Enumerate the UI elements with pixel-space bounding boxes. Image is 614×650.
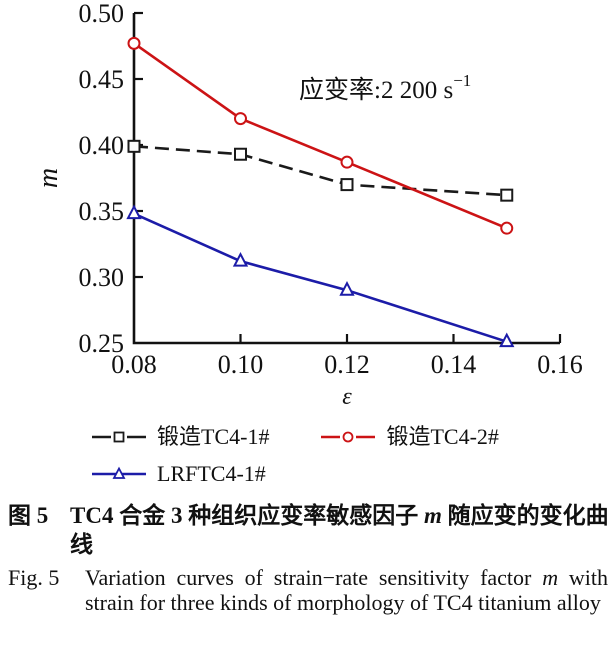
series-line bbox=[133, 42, 508, 230]
data-point-circle-marker bbox=[127, 36, 141, 50]
y-tick-label: 0.45 bbox=[79, 65, 125, 94]
figure-number-en: Fig. 5 bbox=[8, 565, 60, 590]
legend-item-forged-tc4-1: 锻造TC4-1# bbox=[92, 422, 269, 452]
series-line bbox=[133, 145, 507, 197]
legend-item-forged-tc4-2: 锻造TC4-2# bbox=[321, 422, 499, 452]
data-point-triangle-marker bbox=[339, 281, 355, 296]
legend-label: LRFTC4-1# bbox=[157, 461, 266, 486]
m-symbol: m bbox=[423, 503, 442, 528]
legend-row-2: LRFTC4-1# bbox=[92, 459, 614, 489]
data-point-square-marker bbox=[127, 139, 141, 153]
legend-item-lrftc4-1: LRFTC4-1# bbox=[92, 459, 266, 489]
data-point-triangle-marker bbox=[232, 251, 249, 267]
legend-triangle-marker bbox=[112, 466, 126, 479]
caption-chinese: 图 5 TC4 合金 3 种组织应变率敏感因子 m 随应变的变化曲线 bbox=[0, 501, 614, 559]
caption-text-en: Variation curves of strain−rate sensitiv… bbox=[85, 565, 608, 615]
series-line bbox=[133, 212, 508, 343]
data-point-circle-marker bbox=[500, 221, 514, 235]
legend-swatch-square-icon bbox=[92, 431, 146, 443]
line-chart: 0.25 0.30 0.35 0.40 0.45 0.50 0.08 0.10 0.12 0.14… bbox=[33, 0, 583, 410]
caption-cn-part1: TC4 合金 3 种组织应变率敏感因子 bbox=[70, 503, 424, 528]
m-symbol: m bbox=[542, 565, 559, 590]
legend-swatch-triangle-icon bbox=[92, 466, 146, 479]
x-tick-label: 0.08 bbox=[111, 350, 157, 379]
y-tick-label: 0.25 bbox=[79, 329, 125, 358]
x-tick-label: 0.12 bbox=[324, 350, 370, 379]
caption-text-cn: TC4 合金 3 种组织应变率敏感因子 m 随应变的变化曲线 bbox=[70, 503, 609, 557]
data-point-circle-marker bbox=[340, 155, 354, 169]
legend-circle-marker bbox=[343, 431, 354, 443]
data-point-square-marker bbox=[234, 147, 247, 161]
x-tick-label: 0.10 bbox=[218, 350, 264, 379]
y-axis-label: m bbox=[33, 168, 64, 188]
data-point-square-marker bbox=[500, 188, 514, 202]
caption-en-part1: Variation curves of strain−rate sensitiv… bbox=[85, 565, 543, 590]
y-tick-label: 0.40 bbox=[79, 131, 125, 160]
legend-square-marker bbox=[113, 431, 125, 443]
axes bbox=[132, 13, 560, 345]
legend-row-1: 锻造TC4-1# 锻造TC4-2# bbox=[92, 422, 614, 452]
caption-en-part2: with strain for three kinds of morpholog… bbox=[85, 565, 608, 615]
legend-label: 锻造TC4-2# bbox=[386, 424, 499, 449]
y-tick-label: 0.50 bbox=[79, 0, 125, 28]
data-point-triangle-marker bbox=[126, 204, 142, 220]
legend-label: 锻造TC4-1# bbox=[157, 424, 270, 449]
data-point-triangle-marker bbox=[499, 332, 515, 348]
y-tick-label: 0.30 bbox=[79, 263, 125, 292]
x-tick-label: 0.14 bbox=[431, 350, 477, 379]
y-tick-label: 0.35 bbox=[79, 197, 125, 226]
chart-legend: 锻造TC4-1# 锻造TC4-2# LRFTC4-1# bbox=[0, 422, 614, 489]
data-point-square-marker bbox=[340, 178, 354, 192]
figure-number-cn: 图 5 bbox=[8, 503, 49, 528]
data-point-circle-marker bbox=[234, 112, 247, 126]
x-axis-label: ε bbox=[342, 384, 352, 410]
caption-english: Fig. 5 Variation curves of strain−rate s… bbox=[0, 565, 614, 615]
strain-rate-annotation: 应变率:2 200 s−1 bbox=[299, 71, 471, 104]
legend-swatch-circle-icon bbox=[321, 431, 376, 443]
x-tick-label: 0.16 bbox=[537, 350, 583, 379]
caption-cn-part2: 随应变的变化曲线 bbox=[70, 503, 609, 557]
